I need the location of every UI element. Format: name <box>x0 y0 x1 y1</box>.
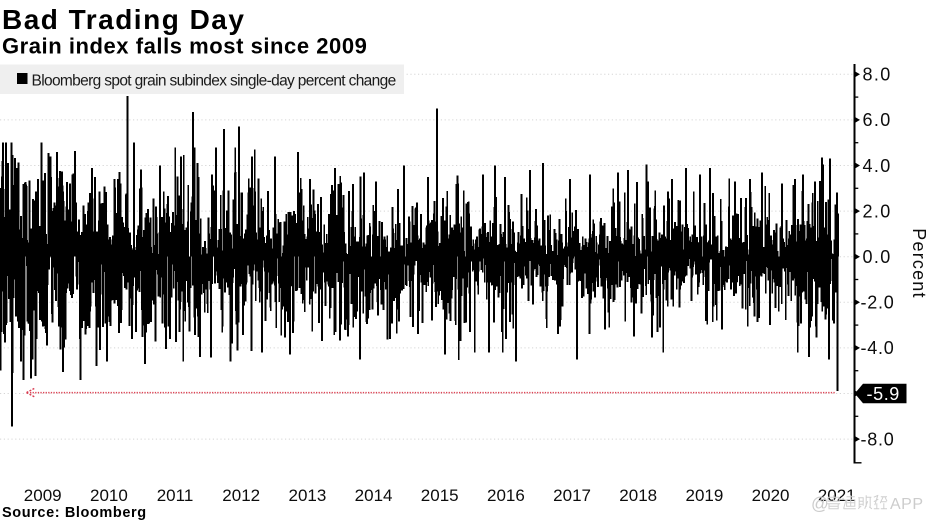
svg-text:2013: 2013 <box>288 486 326 505</box>
svg-text:8.0: 8.0 <box>863 65 892 85</box>
svg-text:0.0: 0.0 <box>863 247 892 267</box>
svg-text:Grain index falls most since 2: Grain index falls most since 2009 <box>2 34 367 59</box>
svg-text:-5.9: -5.9 <box>867 384 900 404</box>
svg-text:@: @ <box>811 494 829 514</box>
svg-text:2009: 2009 <box>24 486 62 505</box>
svg-text:6.0: 6.0 <box>863 110 892 130</box>
svg-text:2018: 2018 <box>619 486 657 505</box>
svg-text:2020: 2020 <box>752 486 790 505</box>
svg-text:-2.0: -2.0 <box>861 293 895 313</box>
svg-text:APP: APP <box>890 496 924 513</box>
svg-text:Bloomberg spot grain subindex: Bloomberg spot grain subindex single-day… <box>32 73 396 90</box>
svg-text:2010: 2010 <box>90 486 128 505</box>
svg-text:2016: 2016 <box>487 486 525 505</box>
svg-text:Percent: Percent <box>909 228 929 298</box>
svg-text:2.0: 2.0 <box>863 201 892 221</box>
svg-text:2019: 2019 <box>685 486 723 505</box>
svg-text:2014: 2014 <box>355 486 393 505</box>
svg-text:2017: 2017 <box>553 486 591 505</box>
svg-text:Source: Bloomberg: Source: Bloomberg <box>2 505 147 521</box>
svg-text:2012: 2012 <box>222 486 260 505</box>
svg-text:-8.0: -8.0 <box>861 429 895 449</box>
svg-text:2015: 2015 <box>421 486 459 505</box>
svg-text:Bad Trading Day: Bad Trading Day <box>2 4 245 35</box>
svg-text:4.0: 4.0 <box>863 156 892 176</box>
svg-text:2011: 2011 <box>157 486 194 505</box>
svg-text:-4.0: -4.0 <box>861 338 895 358</box>
